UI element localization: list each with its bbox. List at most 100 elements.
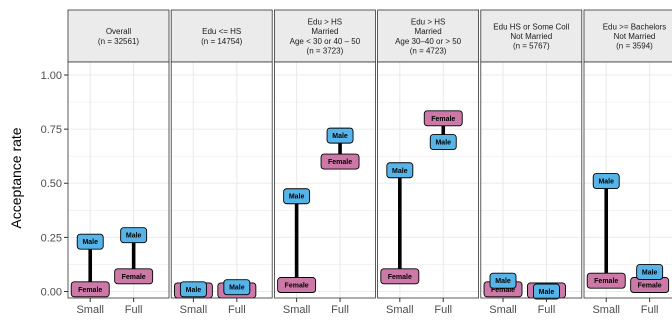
facet-strip-text: Married	[415, 27, 442, 36]
x-tick-label: Small	[386, 304, 414, 316]
male-label-text: Male	[82, 239, 98, 246]
facet-strip	[67, 9, 170, 63]
male-point: Male	[533, 283, 560, 300]
male-point: Male	[636, 264, 664, 280]
facet-panel: Edu <= HS(n = 14754)FemaleMaleFemaleMale…	[170, 9, 273, 316]
female-label-text: Female	[285, 283, 309, 290]
panel-border	[67, 61, 170, 299]
female-point: Female	[320, 153, 360, 170]
male-label-text: Male	[126, 233, 142, 240]
facet-strip-text: Married	[311, 27, 338, 36]
male-label-box	[223, 279, 251, 296]
male-label-text: Male	[495, 278, 511, 285]
y-tick-label: 0.50	[41, 178, 62, 190]
male-label-text: Male	[186, 287, 202, 294]
male-label-box	[386, 162, 414, 179]
male-label-box	[429, 134, 457, 151]
male-point: Male	[76, 233, 104, 250]
male-label-text: Male	[332, 133, 348, 140]
male-label-text: Male	[229, 285, 245, 292]
female-label-text: Female	[491, 287, 515, 294]
male-label-text: Male	[642, 270, 658, 277]
y-tick-label: 0.00	[41, 287, 62, 299]
female-label-box	[423, 110, 463, 127]
x-tick-label: Full	[434, 304, 452, 316]
facet-strip-text: Edu HS or Some Coll	[493, 22, 569, 31]
male-label-box	[636, 264, 664, 280]
facet-strip-text: Edu > HS	[308, 18, 342, 27]
male-label-text: Male	[392, 168, 408, 175]
facet-strip-text: (n = 14754)	[201, 37, 242, 46]
female-label-box	[114, 268, 154, 285]
male-label-text: Male	[289, 194, 305, 201]
male-label-box	[120, 227, 148, 244]
female-label-text: Female	[431, 116, 455, 123]
facet-strip-text: Overall	[106, 27, 132, 36]
female-point: Female	[380, 268, 420, 285]
female-label-box	[277, 277, 317, 293]
female-point: Female	[423, 110, 463, 127]
female-label-text: Female	[78, 287, 102, 294]
x-tick-label: Small	[489, 304, 517, 316]
panel-background	[68, 62, 169, 298]
facet-strip	[273, 9, 376, 63]
male-label-text: Male	[598, 179, 614, 186]
male-point: Male	[223, 279, 251, 296]
female-point: Female	[70, 281, 110, 298]
x-tick-label: Full	[641, 304, 659, 316]
facet-strip-text: Not Married	[510, 32, 552, 41]
male-point: Male	[120, 227, 148, 244]
female-label-text: Female	[594, 278, 618, 285]
y-axis-title: Acceptance rate	[8, 127, 24, 228]
panel-background	[377, 62, 479, 298]
male-label-box	[489, 272, 517, 289]
male-label-text: Male	[435, 140, 451, 147]
facet-strip-text: (n = 4723)	[410, 46, 447, 55]
panel-background	[274, 62, 376, 298]
facet-strip-text: Edu >= Bachelors	[603, 22, 667, 31]
male-point: Male	[592, 173, 620, 190]
y-tick-label: 1.00	[41, 70, 62, 82]
y-tick-label: 0.25	[41, 232, 62, 244]
facet-strip-text: Edu > HS	[411, 18, 445, 27]
x-tick-label: Full	[331, 304, 349, 316]
facet-panel: Overall(n = 32561) Female Male Female Male Sm…	[67, 9, 170, 316]
panel-border	[170, 61, 273, 299]
female-label-box	[70, 281, 110, 298]
facet-strip-text: Age < 30 or 40 – 50	[290, 37, 361, 46]
x-tick-label: Full	[228, 304, 246, 316]
x-tick-label: Small	[283, 304, 311, 316]
panel-border	[273, 61, 376, 299]
female-point: Female	[114, 268, 154, 285]
male-label-box	[76, 233, 104, 250]
female-point: Female	[586, 272, 626, 289]
male-label-text: Male	[539, 289, 555, 296]
x-tick-label: Small	[592, 304, 620, 316]
facet-strip	[170, 9, 273, 63]
male-point: Male	[283, 188, 311, 205]
facet-strip	[377, 9, 480, 63]
male-label-box	[179, 281, 207, 298]
facet-panels: Overall(n = 32561) Female Male Female Male Sm…	[67, 9, 672, 316]
male-point: Male	[429, 134, 457, 151]
x-tick-label: Small	[76, 304, 104, 316]
x-tick-label: Small	[180, 304, 208, 316]
female-label-box	[586, 272, 626, 289]
facet-strip	[583, 9, 672, 63]
facet-strip-text: (n = 3723)	[307, 46, 344, 55]
facet-strip-text: (n = 32561)	[98, 37, 139, 46]
male-point: Male	[489, 272, 517, 289]
x-tick-label: Full	[538, 304, 556, 316]
female-point: Female	[277, 277, 317, 293]
female-label-box	[320, 153, 360, 170]
female-label-box	[380, 268, 420, 285]
facet-strip-text: Edu <= HS	[202, 27, 241, 36]
panel-background	[171, 62, 273, 298]
facet-strip-text: Not Married	[614, 32, 656, 41]
male-point: Male	[386, 162, 414, 179]
female-label-text: Female	[122, 274, 146, 281]
